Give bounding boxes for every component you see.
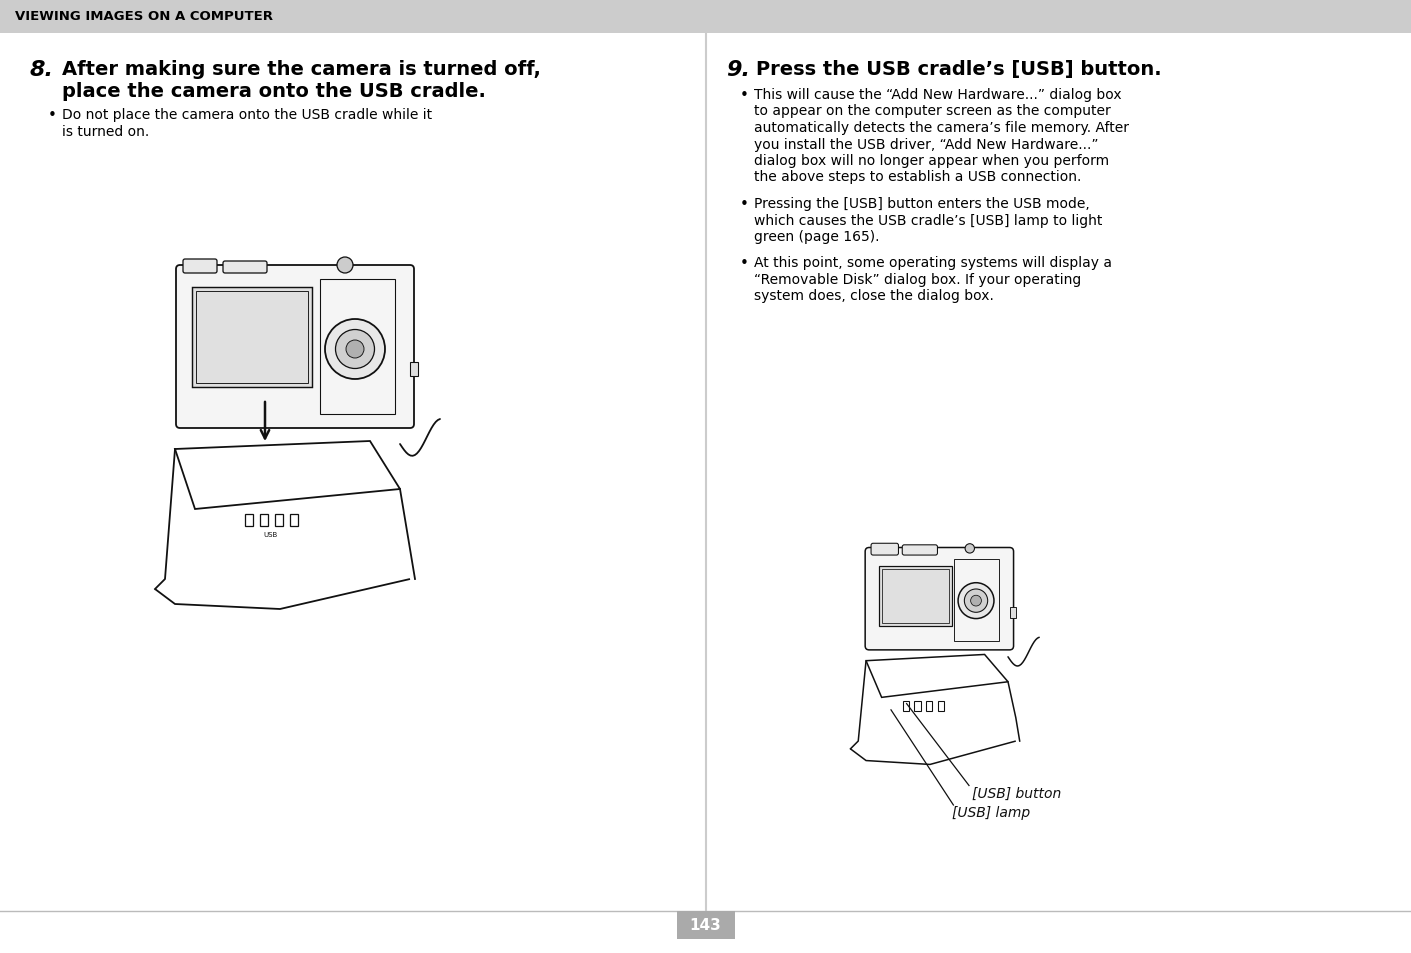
FancyBboxPatch shape xyxy=(183,260,217,274)
Bar xyxy=(196,292,308,384)
Bar xyxy=(192,288,312,388)
Circle shape xyxy=(325,319,385,379)
Text: 8.: 8. xyxy=(30,60,54,80)
Circle shape xyxy=(337,257,353,274)
Text: Pressing the [USB] button enters the USB mode,: Pressing the [USB] button enters the USB… xyxy=(753,196,1089,211)
Text: automatically detects the camera’s file memory. After: automatically detects the camera’s file … xyxy=(753,121,1129,135)
Bar xyxy=(260,515,268,526)
Text: •: • xyxy=(739,88,749,103)
FancyBboxPatch shape xyxy=(176,266,413,429)
Text: green (page 165).: green (page 165). xyxy=(753,230,879,244)
Text: [USB] lamp: [USB] lamp xyxy=(952,805,1030,820)
Circle shape xyxy=(346,340,364,358)
Text: •: • xyxy=(739,196,749,212)
Bar xyxy=(1009,607,1016,618)
FancyBboxPatch shape xyxy=(902,545,937,556)
Circle shape xyxy=(965,544,975,554)
Text: system does, close the dialog box.: system does, close the dialog box. xyxy=(753,289,993,303)
Bar xyxy=(275,515,284,526)
Bar xyxy=(926,701,933,711)
Bar xyxy=(954,559,999,641)
Bar xyxy=(320,280,395,415)
Text: which causes the USB cradle’s [USB] lamp to light: which causes the USB cradle’s [USB] lamp… xyxy=(753,213,1102,227)
Circle shape xyxy=(336,330,374,369)
Text: •: • xyxy=(739,256,749,272)
Bar xyxy=(903,701,909,711)
Circle shape xyxy=(971,596,982,606)
Bar xyxy=(879,566,952,627)
Circle shape xyxy=(964,589,988,613)
Circle shape xyxy=(958,583,993,618)
Text: dialog box will no longer appear when you perform: dialog box will no longer appear when yo… xyxy=(753,153,1109,168)
FancyBboxPatch shape xyxy=(871,544,899,556)
Bar xyxy=(411,362,418,376)
Text: •: • xyxy=(48,108,56,123)
Bar xyxy=(938,701,944,711)
Text: USB: USB xyxy=(262,532,277,537)
Bar xyxy=(291,515,298,526)
Text: you install the USB driver, “Add New Hardware...”: you install the USB driver, “Add New Har… xyxy=(753,137,1099,152)
Text: 9.: 9. xyxy=(727,60,751,80)
Text: At this point, some operating systems will display a: At this point, some operating systems wi… xyxy=(753,256,1112,271)
Text: VIEWING IMAGES ON A COMPUTER: VIEWING IMAGES ON A COMPUTER xyxy=(16,10,272,24)
FancyBboxPatch shape xyxy=(865,548,1013,650)
Bar xyxy=(676,911,735,939)
Text: 143: 143 xyxy=(690,918,721,933)
Text: to appear on the computer screen as the computer: to appear on the computer screen as the … xyxy=(753,105,1110,118)
Text: After making sure the camera is turned off,: After making sure the camera is turned o… xyxy=(62,60,540,79)
FancyBboxPatch shape xyxy=(223,262,267,274)
Text: [USB] button: [USB] button xyxy=(972,785,1061,800)
Bar xyxy=(0,0,1411,34)
Bar xyxy=(882,569,948,623)
Text: is turned on.: is turned on. xyxy=(62,125,150,139)
Bar xyxy=(914,701,920,711)
Text: Do not place the camera onto the USB cradle while it: Do not place the camera onto the USB cra… xyxy=(62,108,432,122)
Text: This will cause the “Add New Hardware...” dialog box: This will cause the “Add New Hardware...… xyxy=(753,88,1122,102)
Text: Press the USB cradle’s [USB] button.: Press the USB cradle’s [USB] button. xyxy=(756,60,1161,79)
Text: the above steps to establish a USB connection.: the above steps to establish a USB conne… xyxy=(753,171,1081,184)
Bar xyxy=(246,515,253,526)
Text: place the camera onto the USB cradle.: place the camera onto the USB cradle. xyxy=(62,82,485,101)
Text: “Removable Disk” dialog box. If your operating: “Removable Disk” dialog box. If your ope… xyxy=(753,273,1081,287)
